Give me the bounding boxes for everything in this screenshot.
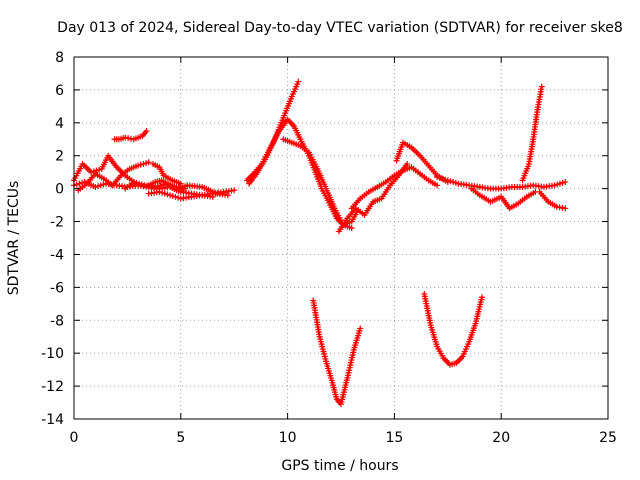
data-point bbox=[133, 179, 140, 186]
data-point bbox=[551, 182, 558, 189]
series-track-j bbox=[246, 78, 302, 187]
x-tick-label: 5 bbox=[176, 430, 185, 446]
data-point bbox=[444, 177, 451, 184]
y-tick-label: -4 bbox=[50, 247, 64, 263]
y-tick-label: -12 bbox=[41, 379, 64, 395]
y-tick-label: -6 bbox=[50, 280, 64, 296]
data-point bbox=[156, 188, 163, 195]
data-point bbox=[140, 160, 147, 167]
y-tick-label: -10 bbox=[41, 346, 64, 362]
y-tick-label: 2 bbox=[55, 149, 64, 165]
data-point bbox=[439, 175, 446, 182]
data-point bbox=[442, 176, 449, 183]
series-dip-1 bbox=[310, 297, 364, 408]
data-point bbox=[164, 191, 171, 198]
series-track-h bbox=[145, 188, 216, 202]
data-point bbox=[92, 183, 99, 190]
y-tick-label: 6 bbox=[55, 83, 64, 99]
data-point bbox=[161, 190, 168, 197]
data-point bbox=[554, 181, 561, 188]
data-point bbox=[357, 325, 364, 332]
data-point bbox=[231, 187, 238, 194]
data-point bbox=[167, 192, 174, 199]
data-point bbox=[556, 180, 563, 187]
data-point bbox=[447, 178, 454, 185]
series-track-p bbox=[468, 185, 539, 212]
series-track-q bbox=[519, 83, 545, 184]
data-point bbox=[172, 193, 179, 200]
y-tick-label: -8 bbox=[50, 313, 64, 329]
chart-title: Day 013 of 2024, Sidereal Day-to-day VTE… bbox=[57, 20, 623, 36]
data-point bbox=[175, 194, 182, 201]
series-layer bbox=[71, 78, 569, 408]
data-point bbox=[450, 179, 457, 186]
data-point bbox=[100, 181, 107, 188]
data-point bbox=[137, 161, 144, 168]
series-track-r bbox=[536, 188, 569, 212]
data-point bbox=[135, 162, 142, 169]
data-point bbox=[130, 179, 137, 186]
data-point bbox=[538, 83, 545, 90]
tick-layer: 0 5 10 15 20 25 -14 -12 -10 -8 -6 -4 -2 0 2 4 6 8 bbox=[41, 50, 617, 446]
series-dip-2 bbox=[421, 290, 485, 368]
data-point bbox=[169, 193, 176, 200]
data-point bbox=[143, 160, 150, 167]
data-point bbox=[478, 294, 485, 301]
data-point bbox=[182, 185, 189, 192]
y-tick-label: 0 bbox=[55, 182, 64, 198]
y-tick-label: -2 bbox=[50, 215, 64, 231]
data-point bbox=[209, 193, 216, 200]
x-tick-label: 0 bbox=[70, 430, 79, 446]
data-point bbox=[434, 174, 441, 181]
data-point bbox=[562, 205, 569, 212]
data-point bbox=[145, 159, 152, 166]
series-track-f bbox=[145, 177, 189, 192]
data-point bbox=[143, 128, 150, 135]
data-point bbox=[348, 225, 355, 232]
series-track-m bbox=[348, 164, 441, 212]
data-point bbox=[93, 167, 100, 174]
data-point bbox=[138, 181, 145, 188]
series-track-g bbox=[150, 160, 184, 187]
y-tick-label: 8 bbox=[55, 50, 64, 66]
data-point bbox=[157, 182, 164, 189]
data-point bbox=[96, 166, 103, 173]
series-track-l bbox=[335, 160, 411, 235]
data-point bbox=[434, 182, 441, 189]
series-track-o bbox=[434, 174, 569, 192]
data-point bbox=[97, 182, 104, 189]
data-point bbox=[295, 78, 302, 85]
data-point bbox=[452, 179, 459, 186]
data-point bbox=[159, 189, 166, 196]
data-point bbox=[88, 169, 95, 176]
data-point bbox=[562, 179, 569, 186]
grid-layer bbox=[74, 57, 608, 419]
data-point bbox=[177, 180, 184, 187]
data-point bbox=[73, 181, 80, 188]
y-tick-label: -14 bbox=[41, 412, 64, 428]
y-tick-label: 4 bbox=[55, 116, 64, 132]
series-track-d bbox=[111, 128, 150, 143]
y-axis-title: SDTVAR / TECUs bbox=[6, 181, 22, 296]
data-point bbox=[224, 192, 231, 199]
x-tick-label: 10 bbox=[279, 430, 297, 446]
data-point bbox=[76, 180, 83, 187]
series-track-i bbox=[244, 116, 362, 228]
series-track-n bbox=[393, 139, 451, 186]
series-line bbox=[245, 118, 360, 226]
data-point bbox=[559, 179, 566, 186]
x-axis-title: GPS time / hours bbox=[281, 458, 398, 474]
x-tick-label: 15 bbox=[385, 430, 403, 446]
data-point bbox=[136, 180, 143, 187]
plot-frame bbox=[73, 56, 609, 420]
data-point bbox=[95, 183, 102, 190]
data-point bbox=[436, 174, 443, 181]
x-tick-label: 20 bbox=[492, 430, 510, 446]
x-tick-label: 25 bbox=[599, 430, 617, 446]
